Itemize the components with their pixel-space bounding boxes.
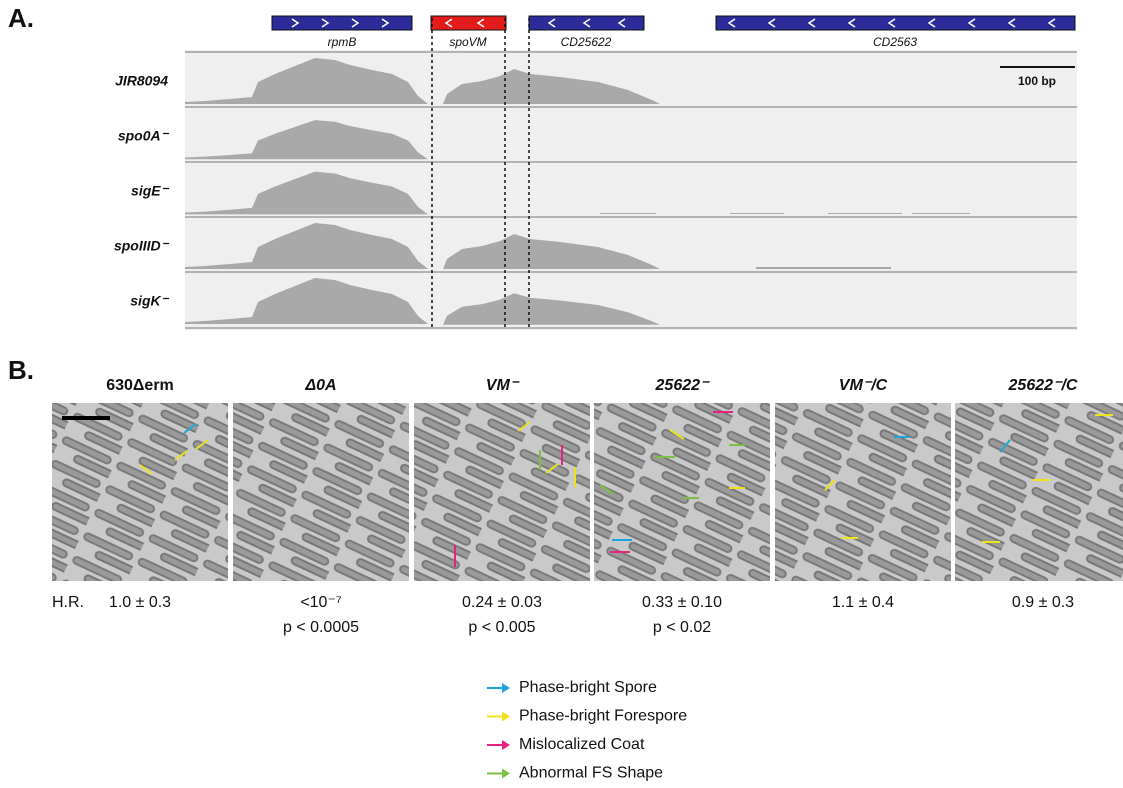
gene-label: CD2563 (873, 35, 917, 49)
track-label: sigE⁻ (131, 183, 170, 199)
micrograph (233, 403, 409, 581)
strain-header: VM⁻/C (839, 377, 888, 394)
micrograph (52, 403, 228, 581)
legend-arrowhead (502, 740, 510, 750)
hr-label: H.R. (52, 594, 84, 611)
track-label: sigK⁻ (130, 293, 169, 309)
gene-label: CD25622 (561, 35, 612, 49)
legend-label: Abnormal FS Shape (519, 765, 663, 782)
strain-header: 630Δerm (106, 377, 174, 394)
gene-label: rpmB (328, 35, 357, 49)
strain-header: 25622⁻/C (1008, 377, 1078, 394)
strain-header: VM⁻ (486, 377, 520, 394)
p-value: p < 0.02 (653, 619, 711, 636)
legend-label: Phase-bright Forespore (519, 708, 687, 725)
hr-value: 0.33 ± 0.10 (642, 594, 722, 611)
hr-value: 1.1 ± 0.4 (832, 594, 894, 611)
micrograph (414, 403, 590, 581)
panel-label: A. (8, 3, 34, 33)
hr-value: 0.9 ± 0.3 (1012, 594, 1074, 611)
legend-label: Mislocalized Coat (519, 736, 645, 753)
micrograph (594, 403, 770, 581)
micrograph (955, 403, 1123, 581)
legend-arrowhead (502, 711, 510, 722)
panel-label: B. (8, 355, 34, 385)
hr-value: <10⁻⁷ (300, 594, 342, 611)
micrograph-arrows (139, 411, 1113, 567)
track-label: spo0A⁻ (118, 128, 170, 144)
scale-bar-label: 100 bp (1018, 74, 1056, 88)
track-label: JIR8094 (115, 73, 168, 89)
gene-label: spoVM (449, 35, 486, 49)
p-value: p < 0.0005 (283, 619, 359, 636)
micrograph (775, 403, 951, 581)
coverage (185, 58, 970, 325)
hr-value: 0.24 ± 0.03 (462, 594, 542, 611)
hr-value: 1.0 ± 0.3 (109, 594, 171, 611)
track-separators (185, 51, 1077, 329)
track-label: spoIIID⁻ (114, 238, 170, 254)
gene-arrows (271, 15, 1076, 31)
legend-arrowhead (502, 768, 510, 779)
legend-arrowhead (502, 683, 510, 693)
p-value: p < 0.005 (468, 619, 535, 636)
strain-header: 25622⁻ (655, 377, 710, 394)
region-lines (431, 18, 530, 328)
legend-label: Phase-bright Spore (519, 679, 657, 696)
strain-header: Δ0A (304, 377, 336, 394)
